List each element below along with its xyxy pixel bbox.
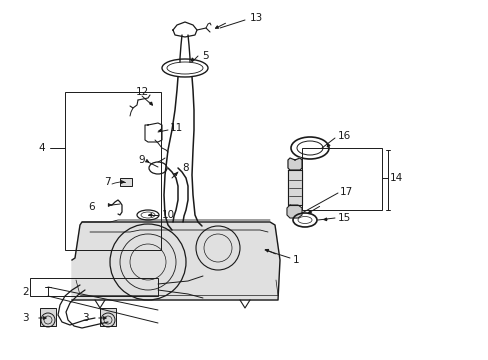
Text: 12: 12	[136, 87, 149, 97]
Bar	[65, 92, 161, 250]
Text: 9: 9	[138, 155, 144, 165]
Text: 11: 11	[170, 123, 183, 133]
Text: 3: 3	[22, 313, 29, 323]
Text: 1: 1	[292, 255, 299, 265]
Text: 5: 5	[202, 51, 208, 61]
Text: 6: 6	[88, 202, 95, 212]
Text: 7: 7	[104, 177, 110, 187]
Text: 14: 14	[389, 173, 403, 183]
Bar	[30, 278, 158, 296]
Text: 8: 8	[182, 163, 188, 173]
Text: 2: 2	[22, 287, 29, 297]
Text: 17: 17	[339, 187, 352, 197]
Polygon shape	[286, 205, 302, 218]
Text: 15: 15	[337, 213, 350, 223]
Polygon shape	[72, 222, 280, 300]
Polygon shape	[287, 158, 302, 170]
Text: 4: 4	[38, 143, 44, 153]
Bar	[302, 148, 381, 210]
Bar	[100, 308, 116, 326]
Bar	[40, 308, 56, 326]
Text: 10: 10	[162, 210, 175, 220]
Text: 16: 16	[337, 131, 350, 141]
Text: 3: 3	[82, 313, 88, 323]
Bar	[120, 178, 132, 186]
Polygon shape	[287, 170, 302, 205]
Text: 13: 13	[249, 13, 263, 23]
